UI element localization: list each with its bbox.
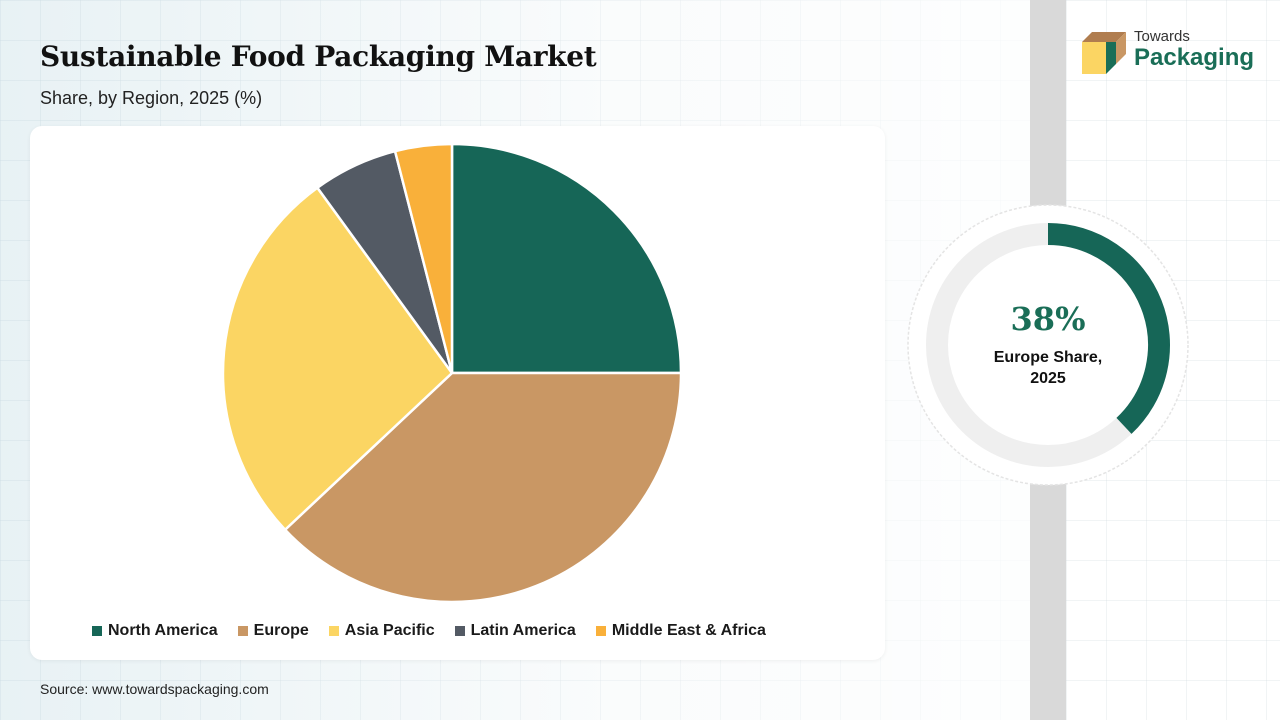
pie-slice-europe <box>283 371 683 604</box>
legend-item-middle-east-africa: Middle East & Africa <box>595 622 766 640</box>
donut-outer-ring <box>907 204 1189 486</box>
highlight-label-line2: 2025 <box>1030 370 1066 387</box>
source-note: Source: www.towardspackaging.com <box>40 681 269 697</box>
highlight-value: 38% <box>1010 300 1086 338</box>
chart-legend: North America Europe Asia Pacific Latin Ame… <box>92 622 786 640</box>
legend-label: Latin America <box>470 622 576 639</box>
legend-item-latin-america: Latin America <box>454 622 576 640</box>
legend-label: Asia Pacific <box>344 622 435 639</box>
legend-swatch <box>92 626 102 636</box>
logo-text-packaging: Packaging <box>1134 44 1255 71</box>
legend-label: Europe <box>253 622 309 639</box>
legend-swatch <box>595 626 606 636</box>
legend-item-europe: Europe <box>237 622 309 640</box>
pie-slice-north-america <box>450 142 683 375</box>
legend-swatch <box>454 626 465 636</box>
pie-chart <box>221 142 683 604</box>
logo-text-towards: Towards <box>1134 28 1190 45</box>
pie-slice-asia-pacific <box>221 185 454 532</box>
towards-packaging-logo-icon <box>1082 32 1126 74</box>
donut-value-arc <box>1047 223 1170 434</box>
pie-slice-middle-east-africa <box>393 142 454 374</box>
chart-subtitle: Share, by Region, 2025 (%) <box>40 88 263 108</box>
highlight-label-line1: Europe Share, <box>993 349 1103 366</box>
highlight-label: Europe Share, 2025 <box>970 347 1126 389</box>
legend-swatch <box>328 626 339 636</box>
legend-item-asia-pacific: Asia Pacific <box>328 622 435 640</box>
legend-swatch <box>237 626 248 636</box>
legend-item-north-america: North America <box>92 622 218 640</box>
chart-title: Sustainable Food Packaging Market <box>40 40 597 73</box>
legend-label: Middle East & Africa <box>611 622 766 639</box>
legend-label: North America <box>108 622 218 639</box>
highlight-donut <box>907 204 1189 486</box>
